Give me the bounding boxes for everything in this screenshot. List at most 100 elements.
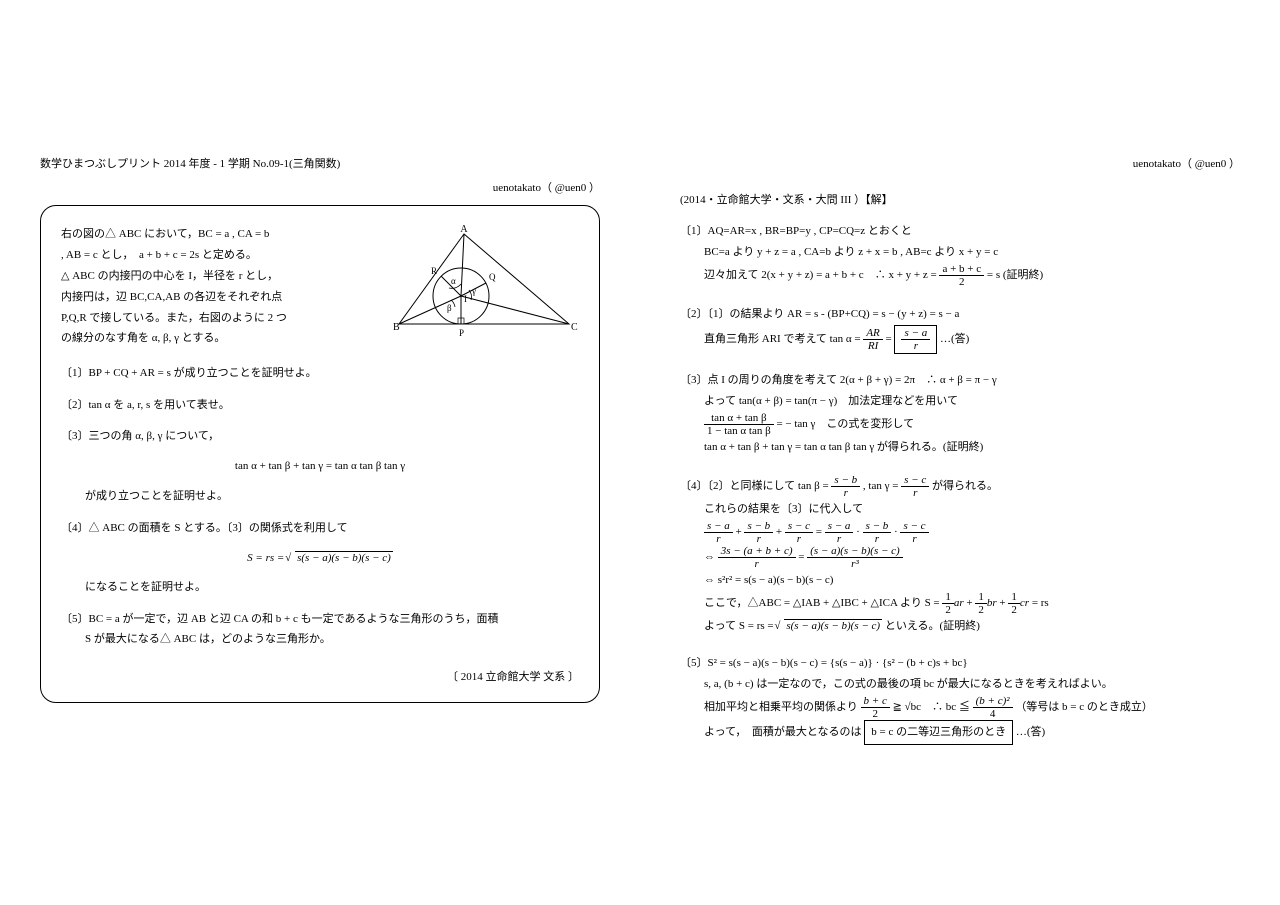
s4g-pre: よって S = rs = xyxy=(704,620,774,632)
s4f-post: = rs xyxy=(1032,597,1049,609)
frac-num: s − b xyxy=(831,474,860,487)
fig-label-p: P xyxy=(459,328,464,338)
s5c-post: （等号は b = c のとき成立） xyxy=(1015,701,1153,713)
s4g: よって S = rs = s(s − a)(s − b)(s − c) といえる… xyxy=(680,616,1240,637)
fig-label-r: R xyxy=(431,266,437,276)
frac-den: 2 xyxy=(861,708,890,720)
s4a-pre: 〔4〕〔2〕と同様にして tan β = xyxy=(680,480,829,492)
s5d-post: …(答) xyxy=(1016,726,1045,738)
s4b: これらの結果を〔3〕に代入して xyxy=(680,499,1240,520)
question-1: 〔1〕BP + CQ + AR = s が成り立つことを証明せよ。 xyxy=(61,364,579,384)
frac-num: s − c xyxy=(900,520,928,533)
setup-line: 右の図の△ ABC において，BC = a , CA = b xyxy=(61,228,269,240)
fig-label-q: Q xyxy=(489,272,496,282)
solution-3: 〔3〕点 I の周りの角度を考えて 2(α + β + γ) = 2π ∴ α … xyxy=(680,370,1240,458)
s4c: s − ar + s − br + s − cr = s − ar · s − … xyxy=(680,520,1240,545)
q3-equation: tan α + tan β + tan γ = tan α tan β tan … xyxy=(61,457,579,477)
frac-num: 1 xyxy=(942,591,954,604)
frac-den: RI xyxy=(863,340,882,352)
s3c-post: = − tan γ この式を変形して xyxy=(776,418,914,430)
solution-4: 〔4〕〔2〕と同様にして tan β = s − br , tan γ = s … xyxy=(680,474,1240,637)
s3c: tan α + tan β1 − tan α tan β = − tan γ こ… xyxy=(680,412,1240,437)
fig-label-c: C xyxy=(571,322,578,333)
q4a-text: 〔4〕△ ABC の面積を S とする。〔3〕の関係式を利用して xyxy=(61,522,348,534)
setup-line: P,Q,R で接している。また，右図のように 2 つ xyxy=(61,312,287,324)
frac-num: AR xyxy=(863,327,882,340)
s2b: 直角三角形 ARI で考えて tan α = ARRI = s − ar …(答… xyxy=(680,325,1240,354)
frac-num: s − c xyxy=(785,520,813,533)
frac-den: 2 xyxy=(975,604,987,616)
frac-num: b + c xyxy=(861,695,890,708)
problem-setup: 右の図の△ ABC において，BC = a , CA = b , AB = c … xyxy=(61,224,579,352)
s4a-post: が得られる。 xyxy=(932,480,998,492)
s4a: 〔4〕〔2〕と同様にして tan β = s − br , tan γ = s … xyxy=(680,480,998,492)
q2-text: 〔2〕tan α を a, r, s を用いて表せ。 xyxy=(61,399,230,411)
problem-box: 右の図の△ ABC において，BC = a , CA = b , AB = c … xyxy=(40,205,600,703)
frac-den: 1 − tan α tan β xyxy=(704,425,774,437)
fig-label-alpha: α xyxy=(451,276,456,286)
frac-den: 4 xyxy=(973,708,1013,720)
q5a-text: 〔5〕BC = a が一定で，辺 AB と辺 CA の和 b + c も一定であ… xyxy=(61,613,499,625)
frac-den: 2 xyxy=(939,276,984,288)
q4b-text: になることを証明せよ。 xyxy=(61,578,579,598)
s5d-boxed: b = c の二等辺三角形のとき xyxy=(864,720,1013,745)
question-2: 〔2〕tan α を a, r, s を用いて表せ。 xyxy=(61,396,579,416)
fig-label-i: I xyxy=(464,294,467,304)
frac-den: r xyxy=(900,533,928,545)
q4-equation: S = rs = s(s − a)(s − b)(s − c) xyxy=(61,549,579,569)
s1b: BC=a より y + z = a , CA=b より z + x = b , … xyxy=(680,242,1240,263)
frac-den: 2 xyxy=(942,604,954,616)
header-row-right: uenotakato（ @uen0 ） xyxy=(680,155,1240,171)
s5b: s, a, (b + c) は一定なので，この式の最後の項 bc が最大になると… xyxy=(680,674,1240,695)
frac-den: r xyxy=(704,533,733,545)
frac-den: r xyxy=(825,533,854,545)
problem-setup-text: 右の図の△ ABC において，BC = a , CA = b , AB = c … xyxy=(61,224,369,349)
s5c-pre: 相加平均と相乗平均の関係より xyxy=(704,701,861,713)
frac-num: 1 xyxy=(1008,591,1020,604)
q3a-text: 〔3〕三つの角 α, β, γ について， xyxy=(61,430,219,442)
fig-label-b: B xyxy=(393,322,400,333)
s3b: よって tan(α + β) = tan(π − γ) 加法定理などを用いて xyxy=(680,391,1240,412)
question-3: 〔3〕三つの角 α, β, γ について， tan α + tan β + ta… xyxy=(61,427,579,506)
s4g-post: といえる。(証明終) xyxy=(885,620,980,632)
s4e: ⇔ s²r² = s(s − a)(s − b)(s − c) xyxy=(680,570,1240,591)
frac-den: r xyxy=(831,487,860,499)
s5c: 相加平均と相乗平均の関係より b + c2 ≧ √bc ∴ bc ≦ (b + … xyxy=(680,695,1240,720)
s1c-pre: 辺々加えて 2(x + y + z) = a + b + c ∴ x + y +… xyxy=(704,269,937,281)
page-left: 数学ひまつぶしプリント 2014 年度 - 1 学期 No.09-1(三角関数)… xyxy=(0,0,640,905)
frac-num: s − b xyxy=(744,520,773,533)
q3b-text: が成り立つことを証明せよ。 xyxy=(61,487,579,507)
s1a: 〔1〕AQ=AR=x , BR=BP=y , CP=CQ=z とおくと xyxy=(680,225,912,237)
problem-source: 〔 2014 立命館大学 文系 〕 xyxy=(61,668,579,688)
s4d: ⇔ 3s − (a + b + c)r = (s − a)(s − b)(s −… xyxy=(680,545,1240,570)
s2a: 〔2〕〔1〕の結果より AR = s - (BP+CQ) = s − (y + … xyxy=(680,308,959,320)
q5b-text: S が最大になる△ ABC は，どのような三角形か。 xyxy=(61,630,579,650)
solution-2: 〔2〕〔1〕の結果より AR = s - (BP+CQ) = s − (y + … xyxy=(680,304,1240,354)
setup-line: △ ABC の内接円の中心を I，半径を r とし， xyxy=(61,270,278,282)
frac-den: r xyxy=(744,533,773,545)
fig-label-gamma: γ xyxy=(471,286,476,296)
frac-den: r³ xyxy=(807,558,902,570)
s5a: 〔5〕S² = s(s − a)(s − b)(s − c) = {s(s − … xyxy=(680,657,968,669)
s5d-pre: よって， 面積が最大となるのは xyxy=(704,726,862,738)
s3d: tan α + tan β + tan γ = tan α tan β tan … xyxy=(680,437,1240,458)
s5c-mid: ≧ √bc ∴ bc ≦ xyxy=(893,701,973,713)
q1-text: 〔1〕BP + CQ + AR = s が成り立つことを証明せよ。 xyxy=(61,367,317,379)
doc-title: 数学ひまつぶしプリント 2014 年度 - 1 学期 No.09-1(三角関数) xyxy=(40,155,340,171)
frac-num: 3s − (a + b + c) xyxy=(718,545,796,558)
frac-num: (b + c)² xyxy=(973,695,1013,708)
solution-title: (2014・立命館大学・文系・大問 III ）【解】 xyxy=(680,191,1240,207)
solution-1: 〔1〕AQ=AR=x , BR=BP=y , CP=CQ=z とおくと BC=a… xyxy=(680,221,1240,288)
frac-den: r xyxy=(863,533,892,545)
setup-line: 内接円は，辺 BC,CA,AB の各辺をそれぞれ点 xyxy=(61,291,282,303)
s2b-post: …(答) xyxy=(940,333,969,345)
page-right: uenotakato（ @uen0 ） (2014・立命館大学・文系・大問 II… xyxy=(640,0,1280,905)
triangle-figure: A B C P Q R I α β γ xyxy=(379,224,579,352)
frac-num: tan α + tan β xyxy=(704,412,774,425)
s1c: 辺々加えて 2(x + y + z) = a + b + c ∴ x + y +… xyxy=(680,263,1240,288)
frac-num: s − a xyxy=(901,327,930,340)
frac-den: r xyxy=(718,558,796,570)
frac-den: r xyxy=(901,340,930,352)
s4f-pre: ここで，△ABC = △IAB + △IBC + △ICA より S = xyxy=(704,597,940,609)
setup-line: の線分のなす角を α, β, γ とする。 xyxy=(61,332,225,344)
